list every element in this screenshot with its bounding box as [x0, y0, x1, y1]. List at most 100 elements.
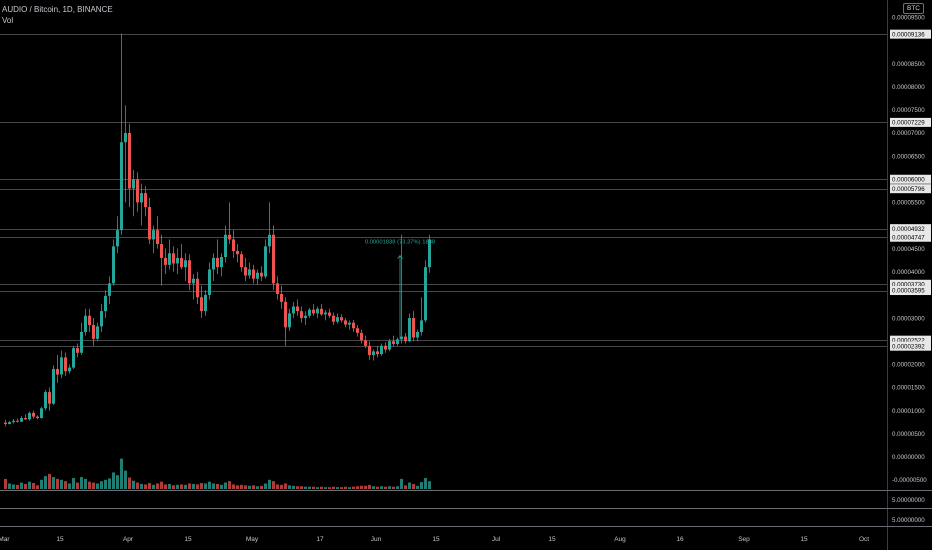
volume-bar-27	[112, 472, 115, 489]
time-tick-12: Sep	[738, 536, 750, 543]
candle-body-79	[320, 308, 323, 315]
candle-body-97	[392, 341, 395, 344]
candle-body-81	[328, 312, 331, 316]
time-tick-1: 15	[56, 536, 64, 543]
volume-bar-61	[248, 485, 251, 489]
volume-bar-23	[96, 483, 99, 489]
candle-body-82	[332, 315, 335, 322]
candle-body-16	[68, 367, 71, 372]
candle-body-1	[8, 422, 11, 425]
volume-bar-35	[144, 484, 147, 489]
volume-bar-102	[412, 483, 415, 489]
volume-indicator-label[interactable]: Vol	[2, 16, 14, 25]
volume-bar-17	[72, 477, 75, 489]
candle-body-71	[288, 313, 291, 328]
price-tick-11: 0.00001500	[892, 385, 925, 392]
candle-body-41	[168, 253, 171, 265]
candle-body-58	[236, 250, 239, 255]
volume-bar-8	[36, 485, 39, 489]
volume-bar-51	[208, 481, 211, 489]
level-label-0: 0.00009136	[892, 31, 925, 38]
volume-bar-77	[312, 486, 315, 489]
price-tick-6: 0.00005500	[892, 200, 925, 207]
candle-body-89	[360, 332, 363, 341]
volume-bar-88	[356, 486, 359, 489]
volume-bar-75	[304, 486, 307, 489]
volume-bar-89	[360, 485, 363, 489]
volume-bar-65	[264, 483, 267, 489]
level-label-6: 0.00003730	[892, 281, 925, 288]
volume-bar-96	[388, 486, 391, 489]
candle-body-76	[308, 309, 311, 316]
candle-body-2	[12, 420, 15, 423]
candle-body-56	[228, 234, 231, 240]
price-tick-7: 0.00004500	[892, 246, 925, 253]
candle-body-100	[404, 336, 407, 342]
candle-body-64	[260, 272, 263, 277]
candle-body-101	[408, 318, 411, 342]
price-axis[interactable]: 0.00009500 0.00008500 0.00008000 0.00007500…	[890, 15, 931, 524]
candle-body-30	[124, 132, 127, 143]
candle-body-15	[64, 357, 67, 372]
candle-body-14	[60, 357, 63, 375]
candle-body-86	[348, 322, 351, 325]
candle-body-5	[24, 418, 27, 420]
time-tick-8: Jul	[492, 536, 501, 543]
candle-body-78	[316, 308, 319, 314]
volume-bar-67	[272, 481, 275, 489]
volume-bar-3	[16, 484, 19, 489]
level-label-9: 0.00002392	[892, 343, 925, 350]
candle-body-102	[412, 318, 415, 338]
level-label-bg-5	[890, 232, 931, 242]
candle-body-46	[188, 260, 191, 284]
volume-bar-69	[280, 484, 283, 489]
volume-bar-0	[4, 478, 7, 489]
candle-body-104	[420, 320, 423, 332]
candle-body-105	[424, 267, 427, 321]
volume-bar-14	[60, 479, 63, 489]
volume-bar-28	[116, 475, 119, 489]
measure-arrow	[397, 254, 403, 259]
volume-bar-7	[32, 483, 35, 489]
time-axis[interactable]: Mar15Apr15May17Jun15Jul15Aug16Sep15Oct18…	[0, 536, 932, 543]
candle-body-26	[108, 283, 111, 296]
volume-bar-101	[408, 482, 411, 489]
measure-label: 0.00001838 (73.37%) 1838	[365, 240, 435, 246]
volume-bar-55	[224, 482, 227, 489]
level-label-4: 0.00004932	[892, 226, 925, 233]
volume-bar-11	[48, 473, 51, 489]
volume-bar-46	[188, 483, 191, 489]
volume-bar-90	[364, 485, 367, 489]
volume-bar-106	[428, 481, 431, 489]
candle-body-34	[140, 193, 143, 203]
candle-body-88	[356, 328, 359, 333]
candles	[4, 33, 431, 427]
volume-bar-1	[8, 483, 11, 489]
candle-body-24	[100, 311, 103, 327]
candle-body-57	[232, 239, 235, 251]
candle-body-28	[116, 230, 119, 247]
volume-axis-tick-0: 5.00000000	[892, 497, 925, 504]
price-tick-13: 0.00000500	[892, 431, 925, 438]
level-label-3: 0.00005796	[892, 186, 925, 193]
symbol-title[interactable]: AUDIO / Bitcoin, 1D, BINANCE	[2, 5, 113, 14]
candle-body-3	[16, 420, 19, 422]
volume-bar-73	[296, 486, 299, 489]
level-label-bg-1	[890, 117, 931, 127]
candle-body-96	[388, 341, 391, 350]
volume-bar-76	[308, 486, 311, 489]
volume-bar-56	[228, 481, 231, 489]
currency-badge[interactable]: BTC	[903, 3, 924, 14]
candle-body-80	[324, 312, 327, 315]
volume-bar-18	[76, 482, 79, 489]
candle-body-22	[92, 325, 95, 339]
volume-bar-40	[164, 484, 167, 489]
candle-body-73	[296, 306, 299, 312]
price-tick-3: 0.00007500	[892, 107, 925, 114]
candle-body-54	[220, 256, 223, 268]
price-tick-10: 0.00002000	[892, 362, 925, 369]
volume-bar-54	[220, 484, 223, 489]
candle-body-33	[136, 179, 139, 203]
time-tick-3: 15	[184, 536, 192, 543]
